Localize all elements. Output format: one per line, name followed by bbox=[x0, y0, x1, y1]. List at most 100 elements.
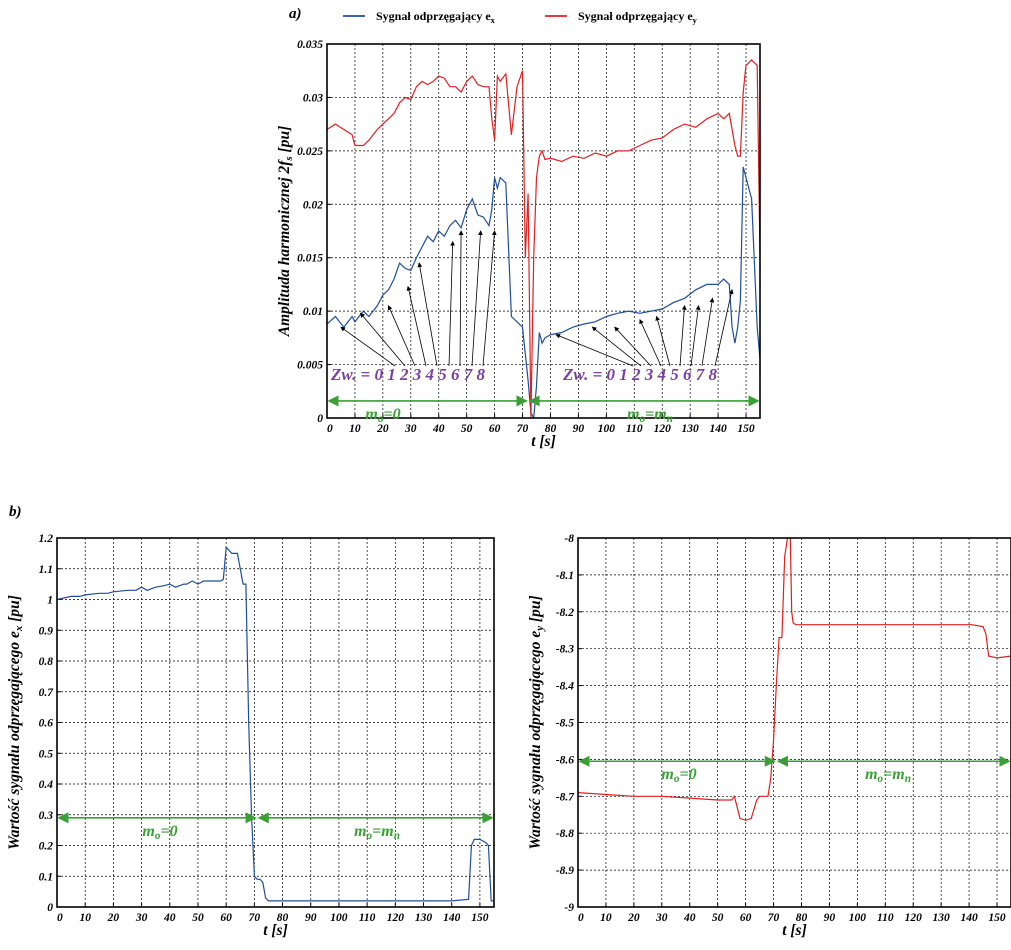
y-axis-label: Wartość sygnału odprzęgającego ey [pu] bbox=[527, 595, 546, 849]
chart-panel-1: 0 10 20 30 40 50 60 70 80 90 100 110 120 130 140 150 0 0.… bbox=[6, 533, 495, 939]
legend-entry: Sygnał odprzęgający ey bbox=[578, 9, 698, 25]
plot-frame bbox=[326, 43, 761, 419]
y-tick-label: 1 bbox=[47, 595, 53, 607]
zw-arrow bbox=[387, 305, 416, 367]
x-tick-label: 90 bbox=[573, 423, 585, 435]
series-line-0 bbox=[578, 538, 1011, 821]
mode-label-right: mo=mn bbox=[354, 823, 400, 842]
x-axis-label: t [s] bbox=[531, 433, 556, 450]
x-tick-label: 90 bbox=[824, 912, 836, 924]
x-tick-label: 60 bbox=[220, 912, 232, 924]
x-tick-label: 110 bbox=[877, 912, 894, 924]
zw-arrow bbox=[655, 315, 671, 367]
zw-arrow bbox=[591, 326, 642, 367]
y-tick-label: -8 bbox=[564, 533, 574, 545]
y-tick-label: 1.1 bbox=[39, 564, 53, 576]
x-tick-label: 70 bbox=[517, 423, 529, 435]
y-tick-label: -8.6 bbox=[556, 754, 574, 766]
zw-arrow bbox=[340, 326, 396, 367]
y-tick-label: 0.6 bbox=[39, 718, 54, 730]
x-tick-label: 130 bbox=[682, 423, 700, 435]
y-tick-label: -8.9 bbox=[556, 865, 574, 877]
x-tick-label: 150 bbox=[737, 423, 755, 435]
y-tick-label: 0 bbox=[47, 902, 53, 914]
y-tick-label: 0.025 bbox=[297, 146, 323, 158]
mode-label-left: mo=0 bbox=[661, 766, 696, 785]
y-tick-label: -8.4 bbox=[556, 681, 574, 693]
zw-arrow bbox=[458, 230, 464, 367]
x-tick-label: 120 bbox=[905, 912, 923, 924]
mode-label-right: mo=mn bbox=[627, 406, 673, 425]
panel-label-a: a) bbox=[289, 6, 302, 22]
x-tick-label: 140 bbox=[960, 912, 978, 924]
x-tick-label: 80 bbox=[796, 912, 808, 924]
x-tick-label: 10 bbox=[79, 912, 91, 924]
y-tick-label: 1.2 bbox=[39, 533, 54, 545]
zw-arrow bbox=[701, 297, 715, 367]
x-tick-label: 80 bbox=[277, 912, 289, 924]
zw-arrow bbox=[471, 230, 483, 367]
y-axis-label: Amplituda harmonicznej 2fs [pu] bbox=[276, 126, 295, 338]
y-tick-label: 0.9 bbox=[39, 625, 54, 637]
x-tick-label: 10 bbox=[349, 423, 361, 435]
zw-label-left: Zw. = 0 1 2 3 4 5 6 7 8 bbox=[330, 365, 486, 384]
x-tick-label: 150 bbox=[988, 912, 1006, 924]
x-tick-label: 100 bbox=[849, 912, 867, 924]
plot-frame bbox=[577, 537, 1011, 908]
mode-label-right: mo=mn bbox=[865, 766, 911, 785]
y-tick-label: -9 bbox=[564, 902, 574, 914]
x-tick-label: 20 bbox=[376, 423, 389, 435]
x-tick-label: 10 bbox=[600, 912, 612, 924]
x-tick-label: 40 bbox=[163, 912, 176, 924]
x-tick-label: 130 bbox=[933, 912, 951, 924]
zw-arrow bbox=[482, 230, 497, 367]
y-tick-label: 0.015 bbox=[297, 253, 323, 265]
zw-arrow bbox=[690, 305, 701, 367]
x-tick-label: 140 bbox=[443, 912, 461, 924]
y-tick-label: 0.005 bbox=[297, 360, 323, 372]
y-tick-label: 0.01 bbox=[303, 306, 323, 318]
y-tick-label: 0.3 bbox=[39, 810, 54, 822]
chart-panel-2: 0 10 20 30 40 50 60 70 80 90 100 110 120 130 140 150 -9 -… bbox=[527, 533, 1011, 939]
x-tick-label: 60 bbox=[489, 423, 501, 435]
x-tick-label: 50 bbox=[712, 912, 724, 924]
zw-arrow bbox=[448, 240, 455, 367]
zw-arrow bbox=[555, 333, 634, 367]
y-tick-label: 0.7 bbox=[39, 687, 55, 699]
x-tick-label: 0 bbox=[57, 912, 63, 924]
series-line-0 bbox=[327, 166, 760, 418]
x-tick-label: 30 bbox=[655, 912, 668, 924]
series-line-0 bbox=[57, 545, 494, 902]
x-tick-label: 130 bbox=[415, 912, 433, 924]
mode-label-left: mo=0 bbox=[142, 823, 177, 842]
x-tick-label: 20 bbox=[107, 912, 120, 924]
x-tick-label: 110 bbox=[359, 912, 376, 924]
x-tick-label: 0 bbox=[327, 423, 333, 435]
x-tick-label: 40 bbox=[432, 423, 445, 435]
x-tick-label: 120 bbox=[654, 423, 672, 435]
x-tick-label: 60 bbox=[740, 912, 752, 924]
y-tick-label: 0.8 bbox=[39, 656, 54, 668]
zw-arrow bbox=[360, 312, 406, 367]
x-tick-label: 0 bbox=[578, 912, 584, 924]
panel-label-b: b) bbox=[9, 504, 22, 520]
series-line-1 bbox=[327, 59, 760, 418]
y-tick-label: 0.5 bbox=[39, 748, 54, 760]
y-tick-label: -8.1 bbox=[556, 570, 574, 582]
x-axis-label: t [s] bbox=[263, 922, 288, 939]
zw-arrow bbox=[417, 262, 438, 367]
x-tick-label: 30 bbox=[135, 912, 148, 924]
y-tick-label: 0.4 bbox=[39, 779, 54, 791]
y-tick-label: 0.1 bbox=[39, 871, 53, 883]
y-tick-label: 0.02 bbox=[303, 199, 323, 211]
y-tick-label: -8.2 bbox=[556, 607, 574, 619]
x-tick-label: 90 bbox=[305, 912, 317, 924]
x-axis-label: t [s] bbox=[782, 922, 807, 939]
chart-panel-0: 0 10 20 30 40 50 60 70 80 90 100 110 120 130 140 150 0 0.… bbox=[276, 39, 761, 450]
zw-arrow bbox=[679, 305, 687, 367]
x-tick-label: 80 bbox=[545, 423, 557, 435]
x-tick-label: 70 bbox=[768, 912, 780, 924]
x-tick-label: 50 bbox=[461, 423, 473, 435]
x-tick-label: 40 bbox=[683, 912, 696, 924]
